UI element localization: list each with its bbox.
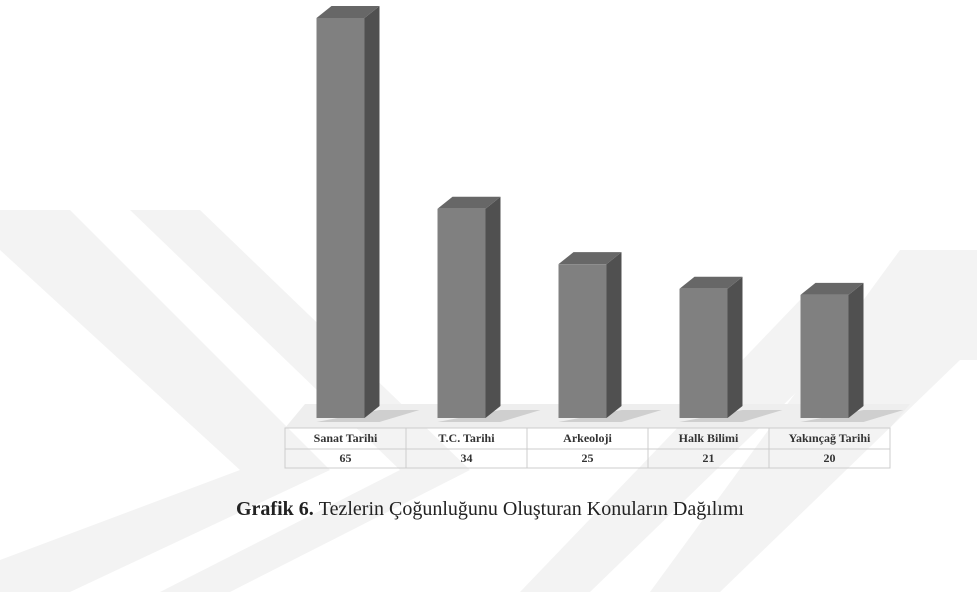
category-label: Halk Bilimi (679, 431, 739, 445)
value-label: 20 (824, 451, 836, 465)
category-label: Yakınçağ Tarihi (789, 431, 871, 445)
bar-front (800, 294, 849, 418)
value-label: 25 (582, 451, 594, 465)
value-label: 21 (703, 451, 715, 465)
caption-label: Grafik 6. (236, 498, 314, 520)
bars (316, 6, 904, 422)
bar-shadow (558, 410, 662, 422)
bar-shadow (800, 410, 904, 422)
category-label: Arkeoloji (563, 431, 612, 445)
bar-top (316, 6, 380, 18)
caption: Grafik 6. Tezlerin Çoğunluğunu Oluşturan … (236, 498, 744, 520)
bar-top (558, 252, 622, 265)
bar-shadow (316, 410, 420, 422)
bar-front (679, 288, 728, 418)
bar (800, 282, 864, 418)
bar-side (606, 252, 622, 418)
bar-side (364, 6, 380, 418)
value-label: 34 (461, 451, 473, 465)
bar-top (437, 196, 501, 209)
bar (679, 276, 743, 418)
category-label: Sanat Tarihi (314, 431, 378, 445)
bar-top (679, 276, 743, 289)
bar (437, 196, 501, 418)
table-border (284, 427, 891, 469)
bar-side (485, 196, 501, 418)
bar (558, 252, 622, 418)
bar-top (800, 282, 864, 295)
bar-front (316, 18, 365, 418)
category-label: T.C. Tarihi (438, 431, 495, 445)
chart-title: Tezlerin Çoğunluğunu Oluşturan Konuların… (319, 498, 745, 520)
bar-shadow (679, 410, 783, 422)
value-label: 65 (340, 451, 352, 465)
bar-side (727, 276, 743, 418)
bar-front (437, 208, 486, 418)
bar-side (848, 282, 864, 418)
bar-shadow (437, 410, 541, 422)
bar (316, 6, 380, 418)
bar-front (558, 264, 607, 418)
data-table: Sanat Tarihi 65 T.C. Tarihi 34 Arkeoloji 25 Ha… (284, 427, 891, 469)
